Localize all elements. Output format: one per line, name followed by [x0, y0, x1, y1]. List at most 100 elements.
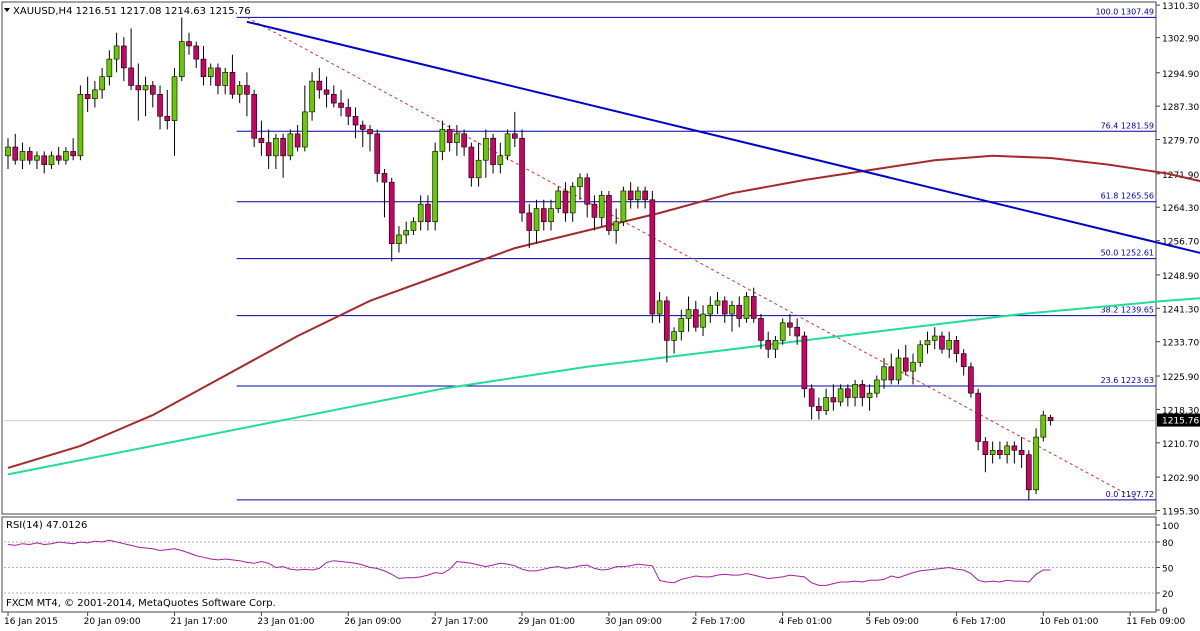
rsi-line [4, 539, 1156, 594]
candle-body [555, 190, 562, 209]
candle-body [606, 195, 612, 231]
candle-body [439, 129, 446, 152]
candle-body [642, 190, 648, 201]
candle-body [150, 85, 156, 95]
rsi-panel: 100 80 50 20 0 RSI(14) 47.0126 FXCM MT4, © 2… [1, 516, 1179, 617]
candle-body [714, 300, 721, 306]
price-tick-label: 1264.30 [1162, 204, 1199, 214]
candle-body [540, 208, 547, 223]
candle-body [497, 155, 504, 165]
candle-body [200, 58, 207, 78]
candle-body [511, 133, 518, 139]
fibonacci-levels: 100.0 1307.49 76.4 1281.59 61.8 1265.56 50.… [236, 7, 1156, 501]
candle-body [106, 58, 113, 78]
time-tick-label: 26 Jan 09:00 [344, 617, 401, 627]
candle-body [519, 137, 525, 214]
candle-body [374, 133, 381, 174]
moving-average-short [7, 154, 1200, 469]
candle-body [953, 340, 960, 354]
candle-body [816, 406, 822, 412]
fib-level-label: 23.6 1223.63 [1101, 376, 1154, 385]
candle-body [381, 173, 388, 183]
time-tick-label: 23 Jan 01:00 [257, 617, 314, 627]
candle-body [338, 102, 344, 108]
fib-level-label: 50.0 1252.61 [1101, 249, 1154, 258]
price-axis: 1310.301302.901294.901287.301279.701271.… [1156, 2, 1199, 517]
candle-body [1047, 416, 1054, 421]
candle-body [960, 353, 967, 368]
fib-level-label: 61.8 1265.56 [1101, 192, 1154, 201]
candle-body [432, 151, 438, 223]
candle-body [461, 133, 467, 148]
candle-body [48, 155, 55, 165]
candle-body [584, 177, 591, 205]
candle-body [968, 366, 974, 394]
candle-body [55, 155, 62, 161]
rsi-panel-border [1, 516, 1157, 613]
time-tick-label: 30 Jan 09:00 [605, 617, 662, 627]
candle-body [591, 203, 598, 218]
fib-level-label: 0.0 1197.72 [1106, 490, 1154, 499]
candle-body [19, 151, 26, 161]
price-tick-label: 1202.90 [1162, 474, 1199, 484]
candle-body [1040, 414, 1047, 438]
candle-body [345, 107, 352, 117]
candle-body [330, 93, 337, 104]
rsi-tick-label: 100 [1162, 522, 1179, 532]
candle-body [229, 72, 236, 95]
rsi-series-line [7, 539, 1051, 586]
candle-body [425, 203, 431, 223]
candle-body [265, 142, 272, 157]
candle-body [649, 199, 656, 315]
candle-body [750, 296, 757, 319]
candle-body [77, 93, 84, 157]
candle-body [707, 304, 714, 315]
price-panel: 1310.301302.901294.901287.301279.701271.… [1, 1, 1200, 517]
fib-level-label: 100.0 1307.49 [1095, 7, 1154, 16]
candle-body [99, 76, 105, 91]
candle-body [1018, 449, 1025, 455]
candle-body [562, 190, 569, 214]
candle-body [157, 93, 163, 117]
candle-body [533, 208, 540, 231]
candle-body [1033, 436, 1039, 491]
price-panel-border [1, 1, 1157, 515]
candle-body [128, 67, 134, 86]
candle-body [975, 392, 981, 442]
candle-body [620, 190, 627, 223]
candle-body [258, 137, 265, 143]
candle-body [888, 366, 895, 381]
candle-body [656, 300, 663, 315]
candle-body [34, 155, 40, 161]
candle-body [490, 137, 496, 165]
candle-body [222, 72, 228, 86]
candle-body [881, 366, 887, 381]
time-tick-label: 5 Feb 09:00 [866, 617, 920, 627]
time-axis: 16 Jan 2015 20 Jan 09:00 21 Jan 17:00 23 Ja… [4, 612, 1186, 627]
fib-level-label: 38.2 1239.65 [1101, 306, 1154, 315]
candle-body [678, 318, 685, 332]
candle-body [787, 322, 793, 328]
candle-body [758, 318, 764, 341]
candle-body [946, 340, 953, 350]
candle-body [446, 129, 453, 143]
candle-body [396, 234, 402, 245]
candle-body [410, 221, 417, 231]
time-tick-label: 4 Feb 01:00 [779, 617, 833, 627]
candle-body [121, 45, 127, 69]
price-tick-label: 1294.90 [1162, 70, 1199, 80]
candle-body [388, 181, 395, 245]
current-price-marker: 1215.76 [1157, 413, 1200, 427]
candle-body [12, 146, 19, 161]
copyright-text: FXCM MT4, © 2001-2014, MetaQuotes Softwa… [6, 598, 276, 609]
candle-body [866, 392, 873, 398]
price-tick-label: 1225.90 [1162, 373, 1199, 383]
candle-body [924, 340, 931, 346]
candle-body [302, 111, 308, 148]
dashed-retracement-line [246, 16, 1138, 501]
time-tick-label: 20 Jan 09:00 [84, 617, 141, 627]
triangle-down-icon[interactable] [4, 8, 10, 12]
candle-body [1004, 445, 1010, 455]
